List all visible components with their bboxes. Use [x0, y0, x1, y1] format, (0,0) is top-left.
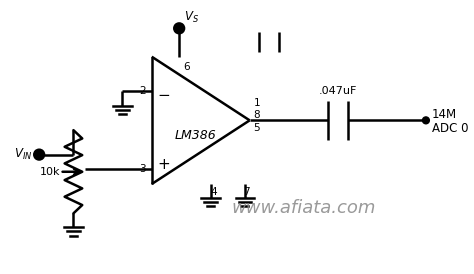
Circle shape — [422, 117, 429, 124]
Text: 14M: 14M — [432, 108, 457, 121]
Circle shape — [174, 23, 184, 33]
Text: $V_{IN}$: $V_{IN}$ — [14, 147, 32, 162]
Text: www.afiata.com: www.afiata.com — [231, 199, 376, 218]
Text: 7: 7 — [243, 187, 249, 197]
Text: 1: 1 — [254, 98, 260, 108]
Text: 10k: 10k — [40, 167, 61, 177]
Text: 6: 6 — [183, 61, 190, 72]
Text: LM386: LM386 — [175, 129, 217, 142]
Text: 2: 2 — [139, 86, 146, 96]
Text: −: − — [157, 89, 170, 103]
Text: +: + — [157, 157, 170, 172]
Text: $V_S$: $V_S$ — [184, 10, 199, 25]
Circle shape — [34, 150, 44, 159]
Text: .047uF: .047uF — [319, 86, 357, 96]
Text: 3: 3 — [139, 164, 146, 174]
Text: 4: 4 — [210, 187, 217, 197]
Text: ADC 0: ADC 0 — [432, 122, 468, 135]
Text: 5: 5 — [254, 123, 260, 133]
Text: 8: 8 — [254, 110, 260, 121]
